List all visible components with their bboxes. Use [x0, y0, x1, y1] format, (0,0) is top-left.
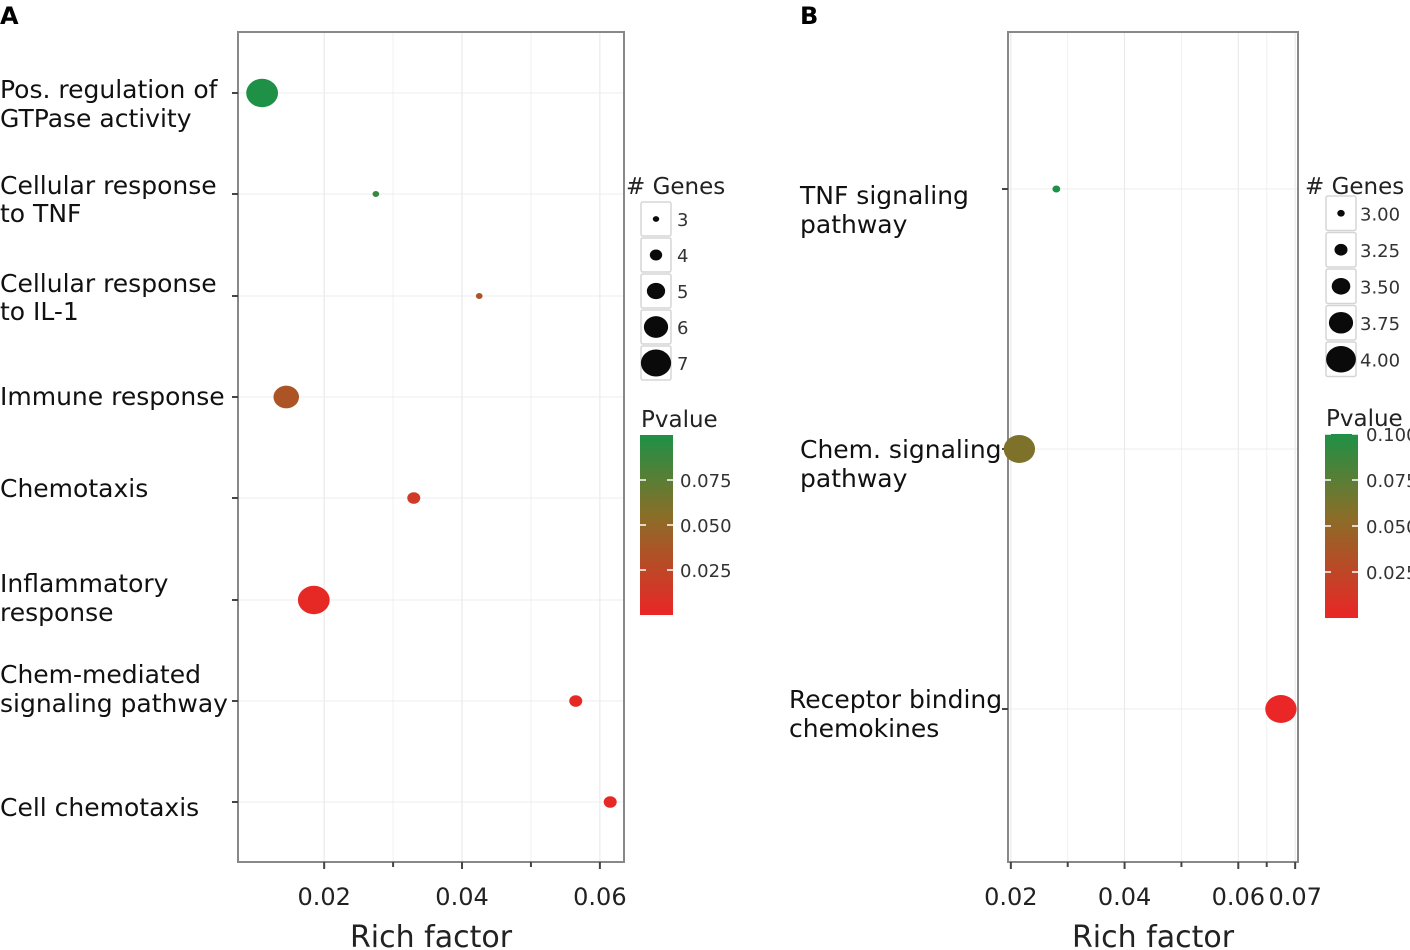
size-legend-label: 7 [677, 354, 688, 375]
category-label: Immune response [0, 382, 225, 411]
category-label: Cellular response [0, 171, 217, 200]
x-tick-label: 0.04 [435, 883, 488, 911]
category-label: Pos. regulation of [0, 75, 219, 104]
category-label: pathway [800, 210, 908, 239]
x-tick-label: 0.06 [573, 883, 626, 911]
category-label: TNF signaling [799, 181, 969, 210]
data-point [407, 492, 421, 504]
category-label: pathway [800, 464, 908, 493]
x-tick-label: 0.02 [984, 883, 1037, 911]
data-point [603, 796, 617, 808]
x-tick-label: 0.04 [1098, 883, 1151, 911]
category-label: Chem-mediated [0, 660, 201, 689]
panel-letter: A [0, 2, 19, 30]
size-legend-label: 3 [677, 210, 688, 231]
category-label: to IL-1 [0, 297, 79, 326]
colorbar-label: 0.075 [680, 471, 732, 492]
plot-frame [1007, 31, 1299, 863]
colorbar-label: 0.050 [1366, 517, 1410, 538]
plot-frame [237, 31, 625, 863]
panel-b: B 0.02 0.04 0.06 0.07 Rich factor TNF signalin… [789, 2, 1410, 950]
size-legend-title: # Genes [626, 174, 725, 200]
size-legend-dot [643, 316, 669, 338]
size-legend-dot [1328, 311, 1354, 334]
size-legend-dot [646, 282, 666, 300]
data-point [1265, 695, 1297, 723]
category-label: GTPase activity [0, 104, 192, 133]
size-legend-dot [1326, 345, 1356, 373]
size-legend-dot [1334, 243, 1348, 256]
category-label: Cellular response [0, 269, 217, 298]
size-legend-label: 3.75 [1360, 314, 1400, 335]
colorbar-label: 0.025 [1366, 563, 1410, 584]
category-label: Cell chemotaxis [0, 793, 199, 822]
x-axis-title: Rich factor [350, 920, 513, 950]
colorbar-label: 0.075 [1366, 471, 1410, 492]
panel-letter: B [800, 2, 818, 30]
size-legend-dot [652, 216, 660, 222]
x-tick-label: 0.06 [1212, 883, 1265, 911]
panel-a: A 0.02 0.04 0.06 Rich factor Pos. regulation … [0, 2, 732, 950]
data-point [297, 585, 330, 615]
data-point [1052, 185, 1061, 193]
color-legend-title: Pvalue [641, 407, 718, 433]
colorbar-label: 0.025 [680, 561, 732, 582]
category-label: Receptor binding [789, 685, 1002, 714]
data-point [569, 695, 583, 707]
size-legend-label: 4 [677, 246, 688, 267]
x-tick-label: 0.07 [1268, 883, 1321, 911]
category-label: Inflammatory [0, 569, 169, 598]
category-label: to TNF [0, 199, 81, 228]
size-legend-label: 3.25 [1360, 241, 1400, 262]
category-label: Chemotaxis [0, 474, 148, 503]
size-legend-dot [640, 349, 672, 377]
color-legend-title: Pvalue [1326, 406, 1403, 432]
colorbar-label: 0.050 [680, 516, 732, 537]
size-legend-label: 3.50 [1360, 277, 1400, 298]
data-point [273, 385, 300, 409]
size-legend-dot [1331, 277, 1351, 295]
size-legend-label: 4.00 [1360, 350, 1400, 371]
category-label: signaling pathway [0, 689, 228, 718]
data-point [475, 293, 483, 299]
data-point [1003, 435, 1036, 463]
data-point [372, 191, 380, 197]
data-point [246, 78, 279, 108]
size-legend-dot [649, 249, 663, 261]
category-label: response [0, 598, 114, 627]
size-legend-label: 5 [677, 282, 688, 303]
colorbar-label: 0.100 [1366, 425, 1410, 446]
category-label: chemokines [789, 714, 939, 743]
size-legend-dot [1337, 209, 1345, 217]
x-axis-title: Rich factor [1072, 920, 1235, 950]
category-label: Chem. signaling [800, 435, 1002, 464]
size-legend-label: 3.00 [1360, 204, 1400, 225]
size-legend-label: 6 [677, 318, 688, 339]
x-tick-label: 0.02 [297, 883, 350, 911]
